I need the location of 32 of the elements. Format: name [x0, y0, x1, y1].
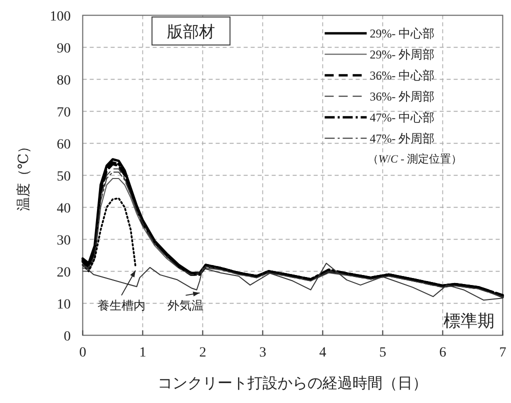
x-tick-label: 6: [439, 345, 446, 360]
text: 版部材: [167, 23, 215, 41]
x-tick-label: 0: [79, 345, 86, 360]
annotation: 外気温: [168, 298, 204, 312]
legend-label: 36%- 中心部: [370, 68, 435, 82]
y-tick-label: 70: [56, 105, 71, 120]
y-tick-label: 80: [56, 73, 71, 88]
legend-label: 29%- 中心部: [370, 26, 435, 40]
x-tick-label: 1: [139, 345, 146, 360]
x-tick-label: 7: [499, 345, 506, 360]
y-tick-label: 100: [50, 9, 71, 24]
y-tick-label: 90: [56, 41, 71, 56]
annotation: 養生槽内: [98, 298, 146, 312]
legend-title: （W/C - 測定位置）: [367, 152, 462, 166]
y-axis-title: 温度（℃）: [16, 139, 32, 212]
y-tick-label: 30: [56, 233, 71, 248]
legend-label: 47%- 外周部: [370, 131, 435, 146]
legend-label: 47%- 中心部: [370, 110, 435, 124]
x-tick-label: 2: [199, 345, 206, 360]
x-axis-title: コンクリート打設からの経過時間（日）: [158, 375, 428, 392]
legend-label: 36%- 外周部: [370, 89, 435, 104]
annotation: 標準期: [444, 311, 495, 330]
x-tick-label: 4: [319, 345, 326, 360]
y-tick-label: 20: [56, 265, 71, 280]
y-tick-label: 60: [56, 137, 71, 152]
y-tick-label: 10: [56, 297, 71, 312]
y-tick-label: 50: [56, 169, 71, 184]
legend-label: 29%- 外周部: [370, 47, 435, 62]
y-tick-label: 0: [64, 329, 71, 344]
x-tick-label: 3: [259, 345, 266, 360]
y-tick-label: 40: [56, 201, 71, 216]
x-tick-label: 5: [379, 345, 386, 360]
